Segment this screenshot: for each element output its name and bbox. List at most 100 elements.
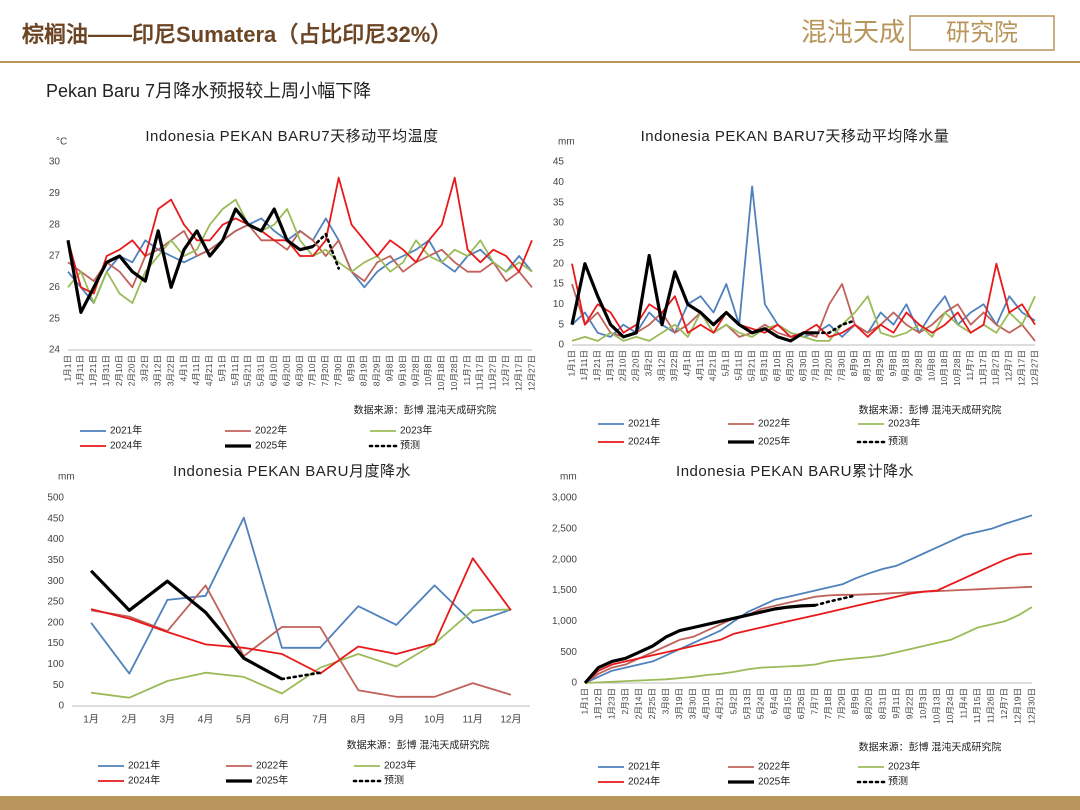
x-tick-label: 4月21日: [708, 350, 718, 381]
x-tick-label: 6月15日: [782, 688, 792, 719]
x-tick-label: 4月21日: [715, 688, 725, 719]
series-line: [90, 557, 512, 675]
y-tick-label: 0: [571, 678, 577, 689]
y-tick-label: 10: [553, 299, 565, 310]
y-tick-label: 28: [49, 219, 61, 230]
x-tick-label: 3月2日: [643, 350, 653, 376]
x-tick-label: 12月: [500, 714, 521, 726]
x-tick-label: 11月27日: [488, 355, 498, 390]
series-line: [583, 603, 816, 685]
legend-label: 2024年: [628, 775, 660, 788]
x-tick-label: 1月11日: [579, 350, 589, 381]
legend-label: 2022年: [758, 760, 790, 773]
y-tick-label: 20: [553, 258, 565, 269]
x-tick-label: 2月10日: [618, 350, 628, 381]
y-tick-label: 2,500: [552, 523, 577, 534]
x-tick-label: 5月31日: [256, 355, 266, 386]
x-tick-label: 1月31日: [605, 350, 615, 381]
y-axis-label: mm: [58, 472, 75, 483]
x-tick-label: 4月: [198, 714, 214, 726]
x-tick-label: 8月19日: [359, 355, 369, 386]
x-tick-label: 10月13日: [931, 688, 941, 724]
x-tick-label: 10月: [424, 714, 445, 726]
source-note: 数据来源：彭博 混沌天成研究院: [859, 404, 1002, 417]
y-tick-label: 0: [58, 701, 64, 712]
x-tick-label: 8月9日: [849, 350, 859, 376]
x-tick-label: 6月26日: [796, 688, 806, 719]
y-tick-label: 400: [47, 534, 64, 545]
legend-label: 预测: [400, 439, 420, 452]
x-tick-label: 8月20日: [864, 688, 874, 719]
slide-title: 棕榈油——印尼Sumatera（占比印尼32%）: [22, 22, 452, 47]
x-tick-label: 9月18日: [397, 355, 407, 386]
x-tick-label: 6月20日: [785, 350, 795, 381]
series-line: [280, 671, 322, 681]
x-tick-label: 7月20日: [320, 355, 330, 386]
y-tick-label: 30: [49, 157, 61, 168]
y-tick-label: 1,500: [552, 585, 577, 596]
y-tick-label: 25: [553, 238, 565, 249]
footer-band: [0, 796, 1080, 810]
x-tick-label: 1月1日: [579, 688, 589, 714]
series-line: [584, 514, 1033, 684]
y-tick-label: 250: [47, 597, 64, 608]
x-tick-label: 1月1日: [62, 355, 72, 381]
x-tick-label: 3月19日: [674, 688, 684, 719]
series-line: [570, 253, 817, 343]
subtitle: Pekan Baru 7月降水预报较上周小幅下降: [46, 81, 371, 101]
legend-label: 2025年: [758, 775, 790, 788]
x-tick-label: 4月1日: [682, 350, 692, 376]
legend-label: 2025年: [758, 435, 790, 448]
y-axis-label: mm: [560, 472, 577, 483]
chart-title: Indonesia PEKAN BARU月度降水: [173, 463, 411, 480]
y-tick-label: 150: [47, 638, 64, 649]
legend-label: 预测: [888, 775, 908, 788]
y-tick-label: 2,000: [552, 554, 577, 565]
x-tick-label: 1月21日: [592, 350, 602, 381]
legend-label: 2025年: [255, 439, 287, 452]
x-tick-label: 9月28日: [410, 355, 420, 386]
y-tick-label: 35: [553, 197, 565, 208]
x-tick-label: 12月19日: [1013, 688, 1023, 724]
x-tick-label: 1月12日: [593, 688, 603, 719]
y-tick-label: 50: [53, 680, 65, 691]
x-tick-label: 10月8日: [926, 350, 936, 381]
chart-title: Indonesia PEKAN BARU7天移动平均降水量: [641, 128, 950, 145]
y-tick-label: 0: [558, 340, 564, 351]
x-tick-label: 11月15日: [972, 688, 982, 723]
x-tick-label: 7月7日: [810, 688, 820, 714]
x-tick-label: 4月10日: [701, 688, 711, 719]
chart-title: Indonesia PEKAN BARU累计降水: [676, 463, 914, 480]
x-tick-label: 5月13日: [742, 688, 752, 719]
x-tick-label: 2月3日: [620, 688, 630, 714]
x-tick-label: 11月7日: [462, 355, 472, 386]
y-tick-label: 45: [553, 157, 565, 168]
y-tick-label: 350: [47, 555, 64, 566]
x-tick-label: 7月10日: [307, 355, 317, 386]
x-tick-label: 10月18日: [436, 355, 446, 391]
x-tick-label: 3月12日: [656, 350, 666, 381]
legend-label: 2024年: [110, 439, 142, 452]
x-tick-label: 3月8日: [661, 688, 671, 714]
legend-label: 2021年: [628, 417, 660, 430]
series-line: [67, 198, 533, 304]
legend-label: 2021年: [128, 759, 160, 772]
x-tick-label: 5月11日: [230, 355, 240, 386]
series-line: [67, 176, 533, 295]
x-tick-label: 9月28日: [914, 350, 924, 381]
x-tick-label: 5月1日: [721, 350, 731, 376]
x-tick-label: 10月24日: [945, 688, 955, 724]
x-tick-label: 9月8日: [888, 350, 898, 376]
x-tick-label: 11月27日: [991, 350, 1001, 385]
legend-label: 2023年: [888, 417, 920, 430]
x-tick-label: 8月31日: [877, 688, 887, 719]
x-tick-label: 1月: [83, 714, 99, 726]
legend-label: 2021年: [628, 760, 660, 773]
x-tick-label: 9月22日: [904, 688, 914, 719]
x-tick-label: 4月11日: [695, 350, 705, 381]
x-tick-label: 11月17日: [475, 355, 485, 390]
x-tick-label: 11月26日: [986, 688, 996, 723]
x-tick-label: 4月21日: [204, 355, 214, 386]
x-tick-label: 5月21日: [746, 350, 756, 381]
x-tick-label: 2月20日: [631, 350, 641, 381]
